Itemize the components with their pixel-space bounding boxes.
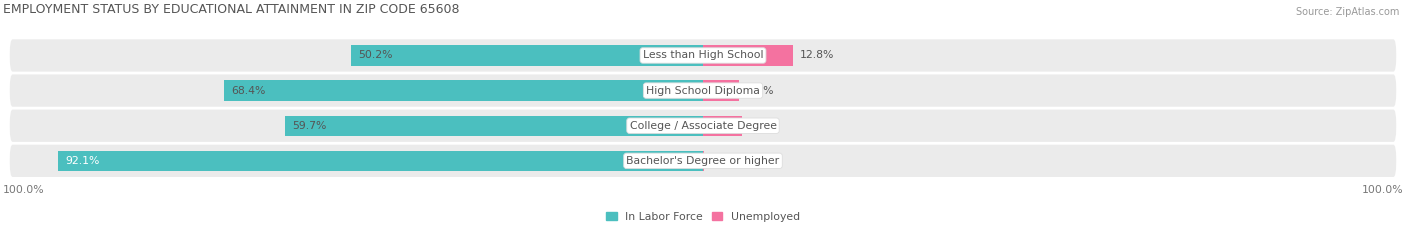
Text: EMPLOYMENT STATUS BY EDUCATIONAL ATTAINMENT IN ZIP CODE 65608: EMPLOYMENT STATUS BY EDUCATIONAL ATTAINM… — [3, 3, 460, 16]
Text: 100.0%: 100.0% — [3, 185, 45, 195]
Text: College / Associate Degree: College / Associate Degree — [630, 121, 776, 131]
Text: 92.1%: 92.1% — [65, 156, 100, 166]
Text: Bachelor's Degree or higher: Bachelor's Degree or higher — [627, 156, 779, 166]
FancyBboxPatch shape — [10, 110, 1396, 142]
FancyBboxPatch shape — [10, 74, 1396, 107]
Bar — [352, 45, 703, 66]
Text: 100.0%: 100.0% — [1361, 185, 1403, 195]
Text: 5.6%: 5.6% — [749, 121, 776, 131]
Legend: In Labor Force, Unemployed: In Labor Force, Unemployed — [602, 208, 804, 226]
Text: Source: ZipAtlas.com: Source: ZipAtlas.com — [1295, 7, 1399, 17]
Text: 50.2%: 50.2% — [359, 51, 394, 61]
Text: 5.1%: 5.1% — [745, 86, 773, 96]
Text: Less than High School: Less than High School — [643, 51, 763, 61]
Text: High School Diploma: High School Diploma — [647, 86, 759, 96]
Bar — [703, 45, 793, 66]
Text: 0.2%: 0.2% — [711, 156, 740, 166]
FancyBboxPatch shape — [10, 39, 1396, 72]
Bar — [703, 80, 738, 101]
FancyBboxPatch shape — [10, 145, 1396, 177]
Bar — [703, 116, 742, 136]
Text: 12.8%: 12.8% — [800, 51, 834, 61]
Bar — [224, 80, 703, 101]
Bar — [285, 116, 703, 136]
Text: 59.7%: 59.7% — [292, 121, 326, 131]
Text: 68.4%: 68.4% — [231, 86, 266, 96]
Bar — [58, 151, 703, 171]
